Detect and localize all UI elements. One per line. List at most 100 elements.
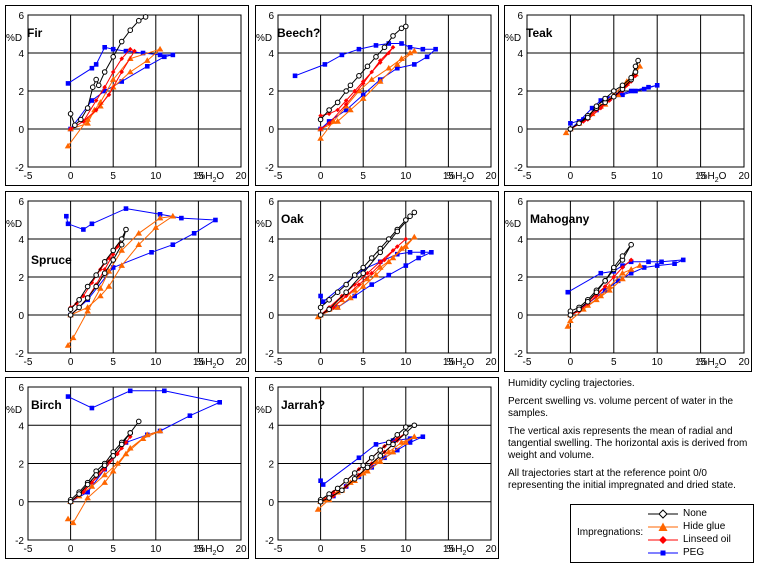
data-point [359,469,367,476]
data-point [67,306,74,313]
data-point [115,451,120,457]
series-none [317,422,418,505]
data-point [331,493,336,499]
data-point [359,95,367,101]
legend-item-linseed-oil: Linseed oil [571,534,753,546]
data-point [352,293,357,299]
data-point [576,306,582,313]
x-tick-label: 15 [443,544,455,555]
data-point [632,63,639,70]
data-point [110,46,116,52]
y-tick-label: 6 [18,197,24,208]
x-tick-label: 20 [738,357,750,368]
x-axis-label: %H2O [196,544,224,557]
y-axis-label: %D [6,219,22,230]
data-point [149,250,154,255]
data-point [360,81,366,86]
y-tick-label: -2 [265,536,274,547]
data-point [106,459,112,464]
y-axis-label: %D [6,33,22,44]
data-point [635,57,641,64]
x-tick-label: 0 [568,357,574,368]
data-point [351,272,358,278]
x-tick-label: -5 [274,357,283,368]
data-point [602,288,608,293]
data-point [407,440,413,445]
data-point [377,453,384,459]
data-point [364,464,371,471]
x-tick-label: 5 [611,171,617,182]
x-tick-label: 15 [193,544,205,555]
data-point [334,118,341,124]
data-point [373,442,379,447]
data-point [403,23,409,30]
data-point [602,95,608,102]
data-point [352,282,357,287]
data-point [122,450,130,457]
legend-item-peg: PEG [571,547,753,559]
data-point [394,244,400,249]
data-point [135,17,142,24]
data-point [372,458,380,464]
data-point [611,88,617,94]
data-point [376,78,384,84]
chart-title: Beech? [277,26,320,40]
panel-frame [504,5,752,186]
y-tick-label: 2 [268,87,274,98]
data-point [318,478,323,484]
data-point [369,270,375,276]
series-linseed-oil [68,46,137,132]
y-tick-label: -2 [514,163,523,174]
data-point [317,135,324,141]
data-point [68,126,73,132]
data-point [360,264,367,271]
y-tick-label: 0 [18,311,24,322]
data-point [420,46,426,52]
x-tick-label: 10 [652,171,664,182]
data-point [64,142,72,149]
data-point [429,250,434,255]
y-tick-label: 6 [268,197,274,208]
x-tick-label: 15 [695,171,707,182]
data-point [318,113,323,118]
data-point [67,111,74,117]
panel-frame [255,377,499,559]
data-point [89,98,95,103]
data-point [386,50,392,56]
data-point [628,88,634,94]
data-point [343,293,349,299]
data-point [420,250,426,255]
data-point [110,69,116,75]
x-tick-label: 10 [652,357,664,368]
data-point [576,120,582,127]
data-point [88,483,96,489]
data-point [351,287,358,293]
legend-label-hide-glue: Hide glue [683,521,726,532]
data-point [615,278,621,284]
y-tick-label: 0 [517,311,523,322]
legend-label-none: None [683,508,707,519]
y-axis-label: %D [6,405,22,416]
data-point [102,45,107,50]
data-point [359,283,367,289]
data-point [64,213,69,219]
data-point [157,52,163,58]
x-tick-label: 15 [193,357,205,368]
data-point [356,73,362,79]
series-none [317,209,418,318]
data-point [412,62,417,67]
data-point [382,257,387,263]
data-point [64,515,72,522]
data-point [334,488,341,495]
series-linseed-oil [318,45,396,132]
data-point [101,69,108,75]
data-point [632,69,639,75]
data-point [594,293,599,299]
y-tick-label: 6 [18,11,24,22]
data-point [143,57,151,63]
x-tick-label: 20 [485,357,497,368]
data-point [109,467,117,474]
data-point [118,236,125,242]
data-point [93,76,99,83]
data-point [213,217,218,223]
